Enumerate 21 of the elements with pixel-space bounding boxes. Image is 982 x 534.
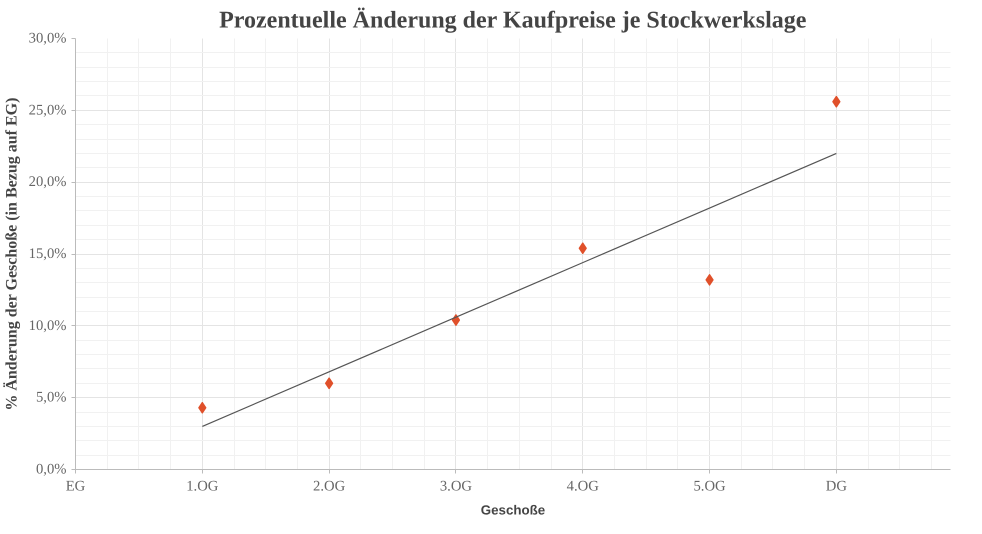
point <box>705 274 714 286</box>
y-tick-label: 25,0% <box>28 102 66 118</box>
chart-title: Prozentuelle Änderung der Kaufpreise je Stockwerkslage <box>219 8 807 34</box>
y-tick-label: 20,0% <box>28 174 66 190</box>
y-axis-title: % Änderung der Geschoße (in Bezug auf EG) <box>2 98 21 411</box>
point <box>832 96 841 108</box>
line-series <box>202 152 837 427</box>
x-tick-label: 3.OG <box>440 478 472 494</box>
x-tick-label: 1.OG <box>186 478 219 494</box>
y-tick-label: 5,0% <box>36 390 66 406</box>
x-tick-label: EG <box>66 478 86 494</box>
y-tick-label: 0,0% <box>36 462 66 478</box>
y-tick-label: 10,0% <box>28 318 66 334</box>
x-axis-title: Geschoße <box>480 502 546 518</box>
y-tick-label: 30,0% <box>28 30 66 46</box>
x-tick-label: 2.OG <box>313 478 346 494</box>
point <box>324 377 334 390</box>
x-tick-label: DG <box>826 478 848 494</box>
x-tick-label: 4.OG <box>566 478 600 494</box>
x-tick-label: 5.OG <box>693 478 726 494</box>
y-tick-label: 15,0% <box>28 246 66 262</box>
